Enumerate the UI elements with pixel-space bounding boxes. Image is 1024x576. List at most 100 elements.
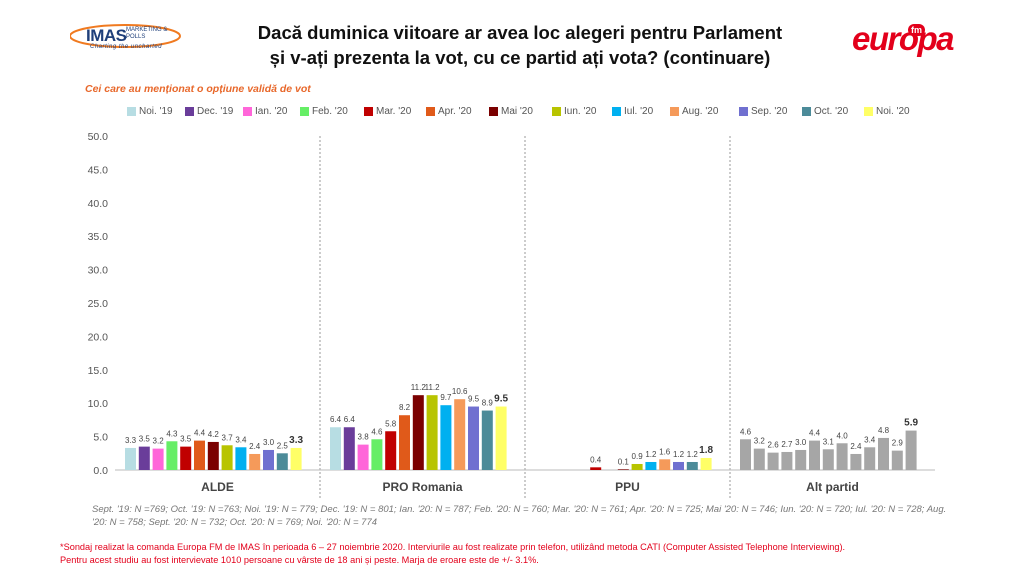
bar bbox=[138, 446, 150, 470]
legend-swatch bbox=[864, 106, 873, 116]
data-label: 3.0 bbox=[263, 438, 275, 447]
category-label: PRO Romania bbox=[382, 480, 462, 494]
data-label: 9.5 bbox=[468, 395, 480, 404]
legend-swatch bbox=[364, 106, 373, 116]
legend-label: Mai '20 bbox=[501, 105, 533, 117]
bar bbox=[590, 467, 602, 470]
data-label: 9.5 bbox=[494, 394, 508, 405]
legend-label: Apr. '20 bbox=[438, 105, 472, 117]
bar-chart: 0.0 5.0 10.0 15.0 20.0 25.0 30.0 35.0 40.0 45.0 50… bbox=[88, 131, 935, 500]
y-tick-label: 40.0 bbox=[88, 198, 109, 210]
data-label: 1.2 bbox=[673, 450, 685, 459]
data-label: 11.2 bbox=[425, 383, 441, 392]
bar bbox=[836, 443, 848, 470]
data-label: 4.3 bbox=[166, 429, 178, 438]
bar bbox=[878, 437, 889, 470]
data-label: 8.2 bbox=[399, 403, 411, 412]
bar bbox=[440, 405, 452, 470]
data-label: 2.5 bbox=[277, 441, 289, 450]
data-label: 3.7 bbox=[222, 433, 234, 442]
legend-swatch bbox=[739, 106, 748, 116]
legend-label: Iun. '20 bbox=[564, 105, 597, 117]
europa-fm-badge: fm bbox=[908, 24, 925, 36]
bar bbox=[221, 445, 233, 470]
bar bbox=[125, 447, 136, 470]
data-label: 0.9 bbox=[632, 452, 644, 461]
legend-item: Sep. '20 bbox=[739, 103, 787, 119]
y-tick-label: 25.0 bbox=[88, 298, 109, 310]
legend-item: Oct. '20 bbox=[802, 103, 848, 119]
legend-label: Aug. '20 bbox=[682, 105, 719, 117]
legend-item: Iul. '20 bbox=[612, 103, 653, 119]
bar bbox=[207, 441, 219, 470]
data-label: 2.6 bbox=[768, 441, 780, 450]
legend-label: Oct. '20 bbox=[814, 105, 849, 117]
legend-item: Mai '20 bbox=[489, 103, 533, 119]
data-label: 2.7 bbox=[781, 440, 793, 449]
legend-swatch bbox=[426, 106, 435, 116]
legend-swatch bbox=[300, 106, 309, 116]
bar bbox=[617, 469, 629, 470]
y-tick-label: 15.0 bbox=[88, 365, 109, 377]
data-label: 10.6 bbox=[452, 387, 468, 396]
bar bbox=[399, 415, 410, 470]
bar bbox=[166, 441, 178, 470]
legend-label: Iul. '20 bbox=[624, 105, 654, 117]
data-label: 3.8 bbox=[358, 433, 370, 442]
legend-label: Noi. '20 bbox=[876, 105, 910, 117]
data-label: 3.0 bbox=[795, 438, 807, 447]
legend-item: Feb. '20 bbox=[300, 103, 348, 119]
legend-item: Ian. '20 bbox=[243, 103, 288, 119]
data-label: 11.2 bbox=[411, 383, 427, 392]
imas-tagline: Charting the uncharted bbox=[90, 44, 163, 50]
y-tick-label: 35.0 bbox=[88, 231, 109, 243]
legend-label: Noi. '19 bbox=[139, 105, 173, 117]
data-label: 2.4 bbox=[850, 442, 862, 451]
bar bbox=[700, 457, 712, 470]
data-label: 3.3 bbox=[125, 436, 137, 445]
data-label: 1.2 bbox=[645, 450, 657, 459]
bar bbox=[686, 461, 698, 470]
bar bbox=[412, 395, 424, 470]
y-tick-label: 5.0 bbox=[93, 432, 108, 444]
page-title: Dacă duminica viitoare ar avea loc alege… bbox=[195, 20, 845, 70]
bar bbox=[495, 406, 507, 470]
data-label: 3.5 bbox=[139, 435, 151, 444]
imas-swoosh-icon bbox=[70, 24, 181, 48]
legend-item: Noi. '19 bbox=[127, 103, 173, 119]
data-label: 4.4 bbox=[809, 429, 821, 438]
bar bbox=[850, 453, 862, 470]
bar bbox=[740, 439, 751, 470]
y-tick-label: 50.0 bbox=[88, 131, 109, 143]
y-tick-label: 45.0 bbox=[88, 164, 109, 176]
bar bbox=[481, 410, 493, 470]
data-label: 2.9 bbox=[892, 439, 904, 448]
sample-size-note: Sept. '19: N =769; Oct. '19: N =763; Noi… bbox=[92, 504, 947, 528]
data-label: 3.1 bbox=[823, 437, 835, 446]
chart-legend: Noi. '19 Dec. '19 Ian. '20 Feb. '20 Mar. '20… bbox=[0, 103, 1024, 121]
title-line-2: și v-ați prezenta la vot, cu ce partid a… bbox=[269, 47, 771, 68]
legend-swatch bbox=[612, 106, 621, 116]
data-label: 2.4 bbox=[249, 442, 261, 451]
legend-item: Apr. '20 bbox=[426, 103, 472, 119]
legend-label: Mar. '20 bbox=[376, 105, 412, 117]
survey-footnote: *Sondaj realizat la comanda Europa FM de… bbox=[60, 541, 960, 567]
bar bbox=[454, 399, 466, 470]
bar bbox=[249, 453, 261, 470]
legend-item: Dec. '19 bbox=[185, 103, 233, 119]
data-label: 4.6 bbox=[740, 427, 752, 436]
legend-item: Noi. '20 bbox=[864, 103, 910, 119]
bar bbox=[753, 448, 765, 470]
imas-logo: IMAS MARKETING & POLLS Charting the unch… bbox=[70, 22, 195, 54]
y-tick-label: 20.0 bbox=[88, 331, 109, 343]
y-tick-label: 0.0 bbox=[93, 465, 108, 477]
category-label: ALDE bbox=[201, 480, 234, 494]
footnote-line-1: *Sondaj realizat la comanda Europa FM de… bbox=[60, 542, 846, 552]
bar bbox=[290, 447, 302, 470]
data-label: 9.7 bbox=[440, 393, 452, 402]
category-label: PPU bbox=[615, 480, 640, 494]
legend-label: Feb. '20 bbox=[312, 105, 348, 117]
bar bbox=[152, 448, 164, 470]
data-label: 4.8 bbox=[878, 426, 890, 435]
bar bbox=[371, 439, 383, 470]
